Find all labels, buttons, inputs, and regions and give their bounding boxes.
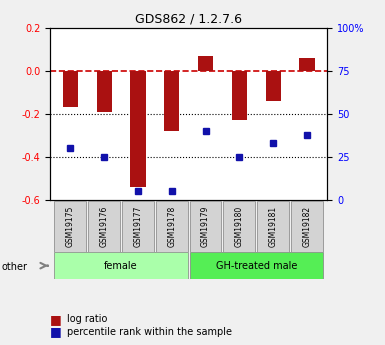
Text: percentile rank within the sample: percentile rank within the sample bbox=[67, 327, 233, 337]
Bar bbox=[131, 71, 146, 187]
Bar bbox=[266, 71, 281, 101]
Text: GSM19182: GSM19182 bbox=[303, 205, 311, 247]
Text: GSM19181: GSM19181 bbox=[269, 205, 278, 247]
FancyBboxPatch shape bbox=[257, 201, 289, 252]
Text: other: other bbox=[2, 263, 28, 272]
Text: ■: ■ bbox=[50, 313, 62, 326]
Text: log ratio: log ratio bbox=[67, 314, 108, 324]
FancyBboxPatch shape bbox=[88, 201, 120, 252]
Text: GSM19178: GSM19178 bbox=[167, 205, 176, 247]
FancyBboxPatch shape bbox=[54, 201, 86, 252]
Text: GH-treated male: GH-treated male bbox=[216, 261, 297, 270]
Text: GSM19176: GSM19176 bbox=[100, 205, 109, 247]
Text: GSM19177: GSM19177 bbox=[134, 205, 142, 247]
Text: GSM19180: GSM19180 bbox=[235, 205, 244, 247]
FancyBboxPatch shape bbox=[223, 201, 255, 252]
Bar bbox=[300, 58, 315, 71]
FancyBboxPatch shape bbox=[190, 201, 221, 252]
Text: GSM19175: GSM19175 bbox=[66, 205, 75, 247]
Bar bbox=[198, 56, 213, 71]
FancyBboxPatch shape bbox=[54, 253, 187, 279]
Bar bbox=[164, 71, 179, 131]
Title: GDS862 / 1.2.7.6: GDS862 / 1.2.7.6 bbox=[135, 12, 242, 25]
FancyBboxPatch shape bbox=[156, 201, 187, 252]
Text: female: female bbox=[104, 261, 138, 270]
FancyBboxPatch shape bbox=[291, 201, 323, 252]
Bar bbox=[97, 71, 112, 112]
Bar bbox=[232, 71, 247, 120]
Text: GSM19179: GSM19179 bbox=[201, 205, 210, 247]
Bar bbox=[63, 71, 78, 107]
Text: ■: ■ bbox=[50, 325, 62, 338]
FancyBboxPatch shape bbox=[122, 201, 154, 252]
FancyBboxPatch shape bbox=[190, 253, 323, 279]
